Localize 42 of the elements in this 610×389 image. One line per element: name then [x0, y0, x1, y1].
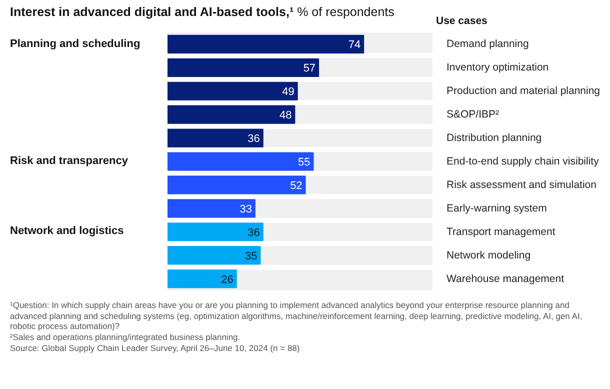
y-tick-label: Warehouse management	[446, 272, 564, 285]
y-tick-label: S&OP/IBP²	[446, 108, 500, 121]
bar	[168, 176, 306, 194]
bar	[168, 128, 264, 148]
text: ¹Question: In which supply chain areas have you or are you planning to implement advanced analytics beyond your enterprise resource planning and advanced planning and scheduling systems (eg, optimization algorithms, machine/reinforcement learning, deep learning, predictive modeling, AI, gen AI, robotic process automation)?	[10, 300, 582, 332]
data-label: 36	[248, 133, 260, 146]
data-label: 26	[221, 274, 234, 286]
bar	[168, 58, 320, 77]
data-label: 33	[240, 203, 252, 216]
text: Planning and scheduling	[10, 36, 140, 52]
y-tick-label: Demand planning	[446, 38, 529, 50]
data-label: 36	[248, 226, 260, 239]
bar	[168, 82, 298, 100]
y-tick-label: Inventory optimization	[446, 62, 549, 74]
text: Risk and transparency	[10, 154, 128, 169]
data-label: 74	[348, 39, 361, 52]
data-label: 48	[279, 110, 292, 122]
y-tick-label: End-to-end supply chain visibility	[446, 156, 600, 168]
bar	[168, 246, 261, 265]
data-label: 49	[282, 86, 294, 98]
y-tick-label: Transport management	[446, 226, 556, 238]
y-tick-label: Risk assessment and simulation	[446, 178, 597, 191]
chart-subtitle: % of respondents	[297, 5, 394, 19]
bar	[168, 34, 364, 54]
data-label: 52	[290, 180, 302, 192]
data-label: 35	[245, 250, 258, 262]
bar	[168, 269, 237, 288]
data-label: 55	[298, 156, 310, 168]
bar	[168, 199, 256, 218]
text: Network and logistics	[10, 224, 124, 240]
bar	[168, 152, 314, 171]
bar	[168, 105, 296, 124]
chart-title: Interest in advanced digital and AI-based tools,¹	[10, 5, 294, 19]
data-label: 57	[303, 62, 316, 75]
text: ²Sales and operations planning/integrated business planning.	[10, 332, 240, 342]
y-tick-label: Network modeling	[446, 249, 531, 262]
y-tick-label: Production and material planning	[446, 85, 600, 98]
bar	[168, 222, 264, 242]
y-tick-label: Early-warning system	[446, 202, 548, 214]
y-tick-label: Distribution planning	[446, 132, 542, 144]
source-note: Source: Global Supply Chain Leader Survey, April 26–June 10, 2024 (n = 88)	[10, 342, 300, 352]
y-axis-title: Use cases	[436, 14, 488, 29]
